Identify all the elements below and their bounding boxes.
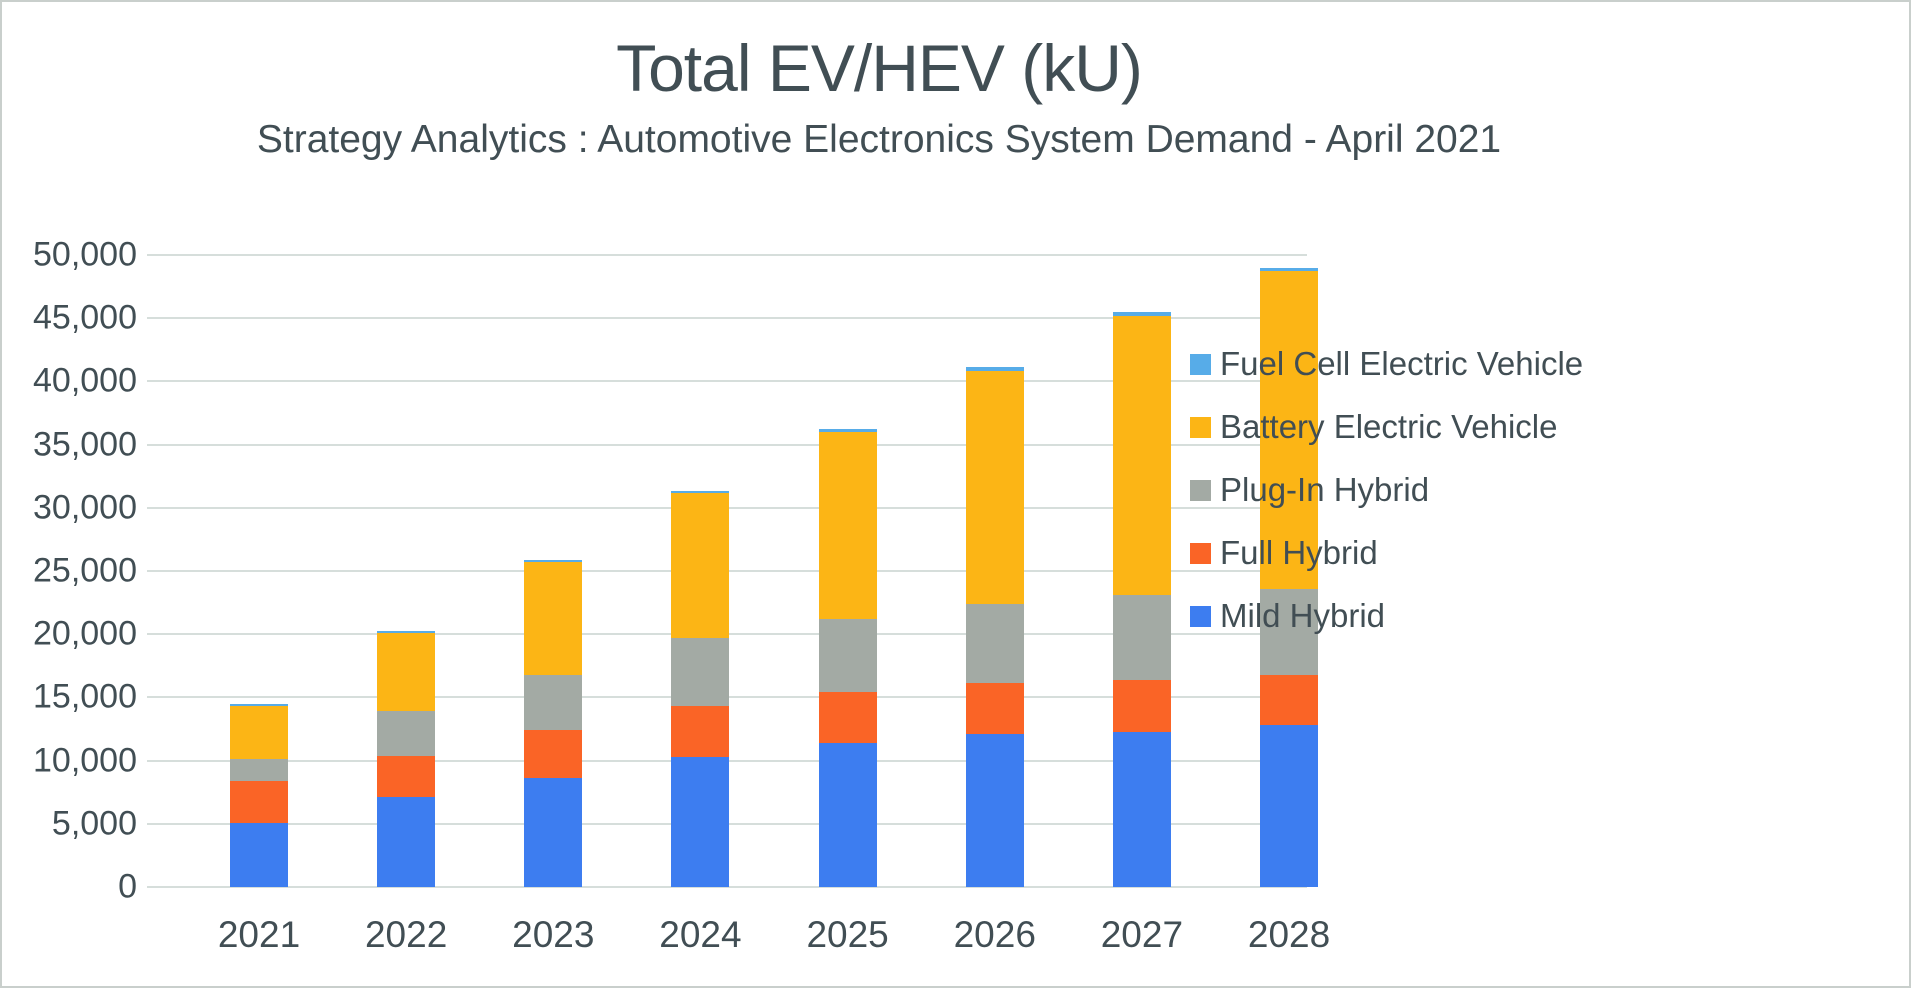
bar-segment-plug-in-hybrid-2027: [1112, 595, 1171, 680]
bar-segment-full-hybrid-2024: [671, 706, 730, 757]
x-axis-tick-label: 2022: [364, 914, 448, 955]
bar-segment-battery-electric-vehicle-2021: [230, 706, 288, 760]
legend-swatch-icon: [1190, 416, 1211, 438]
legend-label: Plug-In Hybrid: [1220, 471, 1430, 508]
legend-item-plug-in-hybrid: Plug-In Hybrid: [1190, 471, 1429, 509]
bar-segment-full-hybrid-2023: [524, 730, 583, 779]
bar-segment-plug-in-hybrid-2024: [671, 637, 730, 707]
bar-segment-full-hybrid-2025: [818, 692, 877, 743]
x-axis-tick-label: 2028: [1247, 914, 1331, 955]
x-axis-tick-label: 2021: [217, 914, 301, 955]
y-axis-tick-label: 0: [118, 867, 137, 906]
legend-item-battery-electric-vehicle: Battery Electric Vehicle: [1190, 408, 1557, 446]
bar-segment-plug-in-hybrid-2021: [230, 759, 288, 781]
y-axis-tick-label: 50,000: [33, 235, 137, 274]
x-axis-tick-label: 2023: [512, 914, 595, 955]
gridline: [147, 886, 1307, 888]
x-axis-tick-label: 2024: [659, 914, 742, 955]
bar-segment-mild-hybrid-2023: [524, 778, 583, 887]
bar-segment-battery-electric-vehicle-2028: [1260, 271, 1319, 589]
legend-item-fuel-cell-electric-vehicle: Fuel Cell Electric Vehicle: [1190, 345, 1583, 383]
legend-swatch-icon: [1190, 353, 1211, 375]
bar-segment-full-hybrid-2028: [1260, 674, 1319, 726]
bar-segment-fuel-cell-electric-vehicle-2026: [965, 367, 1024, 372]
gridline: [147, 317, 1307, 320]
bar-segment-full-hybrid-2022: [377, 755, 436, 798]
legend-item-full-hybrid: Full Hybrid: [1190, 534, 1378, 572]
bar-segment-battery-electric-vehicle-2026: [965, 371, 1024, 604]
bar-segment-mild-hybrid-2021: [230, 822, 288, 887]
bar-segment-battery-electric-vehicle-2025: [818, 431, 877, 620]
y-axis-tick-label: 40,000: [33, 361, 137, 400]
bar-segment-fuel-cell-electric-vehicle-2028: [1260, 267, 1319, 272]
x-axis-tick-label: 2025: [806, 914, 889, 955]
bar-segment-fuel-cell-electric-vehicle-2027: [1112, 311, 1171, 316]
x-axis-tick-label: 2027: [1100, 914, 1184, 955]
bar-segment-plug-in-hybrid-2023: [524, 674, 583, 731]
y-axis-tick-label: 15,000: [33, 677, 137, 716]
gridline: [147, 254, 1307, 256]
bar-segment-battery-electric-vehicle-2024: [671, 492, 730, 638]
legend-label: Battery Electric Vehicle: [1220, 408, 1558, 445]
chart-title: Total EV/HEV (kU): [616, 31, 1143, 105]
bar-segment-plug-in-hybrid-2022: [377, 711, 436, 756]
legend-label: Fuel Cell Electric Vehicle: [1220, 345, 1584, 382]
bar-segment-plug-in-hybrid-2025: [818, 619, 877, 693]
legend-label: Mild Hybrid: [1220, 597, 1386, 634]
legend-swatch-icon: [1190, 542, 1211, 564]
bar-segment-plug-in-hybrid-2028: [1260, 588, 1319, 675]
gridline: [147, 443, 1307, 446]
bar-segment-mild-hybrid-2026: [965, 734, 1024, 887]
bar-segment-mild-hybrid-2022: [377, 797, 436, 887]
y-axis-tick-label: 25,000: [33, 551, 137, 590]
bar-segment-mild-hybrid-2025: [818, 742, 877, 887]
legend-swatch-icon: [1190, 605, 1211, 627]
bar-segment-mild-hybrid-2028: [1260, 725, 1319, 887]
bar-segment-mild-hybrid-2024: [671, 756, 730, 887]
bar-segment-fuel-cell-electric-vehicle-2022: [377, 630, 436, 633]
bar-segment-fuel-cell-electric-vehicle-2025: [818, 429, 877, 432]
y-axis-tick-label: 20,000: [33, 614, 137, 653]
chart-subtitle: Strategy Analytics : Automotive Electron…: [256, 118, 1502, 161]
bar-segment-battery-electric-vehicle-2022: [377, 632, 436, 712]
x-axis-tick-label: 2026: [953, 914, 1036, 955]
legend-label: Full Hybrid: [1220, 534, 1378, 571]
y-axis-tick-label: 10,000: [33, 741, 137, 780]
legend-swatch-icon: [1190, 479, 1211, 501]
y-axis-tick-label: 35,000: [33, 425, 137, 464]
bar-segment-battery-electric-vehicle-2023: [524, 562, 583, 675]
y-axis-tick-label: 5,000: [51, 804, 137, 843]
bar-segment-full-hybrid-2027: [1112, 679, 1171, 732]
bar-segment-mild-hybrid-2027: [1112, 731, 1171, 887]
bar-segment-full-hybrid-2026: [965, 683, 1024, 735]
y-axis-tick-label: 30,000: [33, 488, 137, 527]
gridline: [147, 380, 1307, 383]
bar-segment-fuel-cell-electric-vehicle-2024: [671, 490, 730, 493]
bar-segment-fuel-cell-electric-vehicle-2021: [230, 704, 288, 707]
bar-segment-battery-electric-vehicle-2027: [1112, 315, 1171, 596]
bar-segment-plug-in-hybrid-2026: [965, 603, 1024, 684]
bar-segment-fuel-cell-electric-vehicle-2023: [524, 560, 583, 563]
legend-item-mild-hybrid: Mild Hybrid: [1190, 597, 1385, 635]
y-axis-tick-label: 45,000: [33, 298, 137, 337]
bar-segment-full-hybrid-2021: [230, 780, 288, 823]
